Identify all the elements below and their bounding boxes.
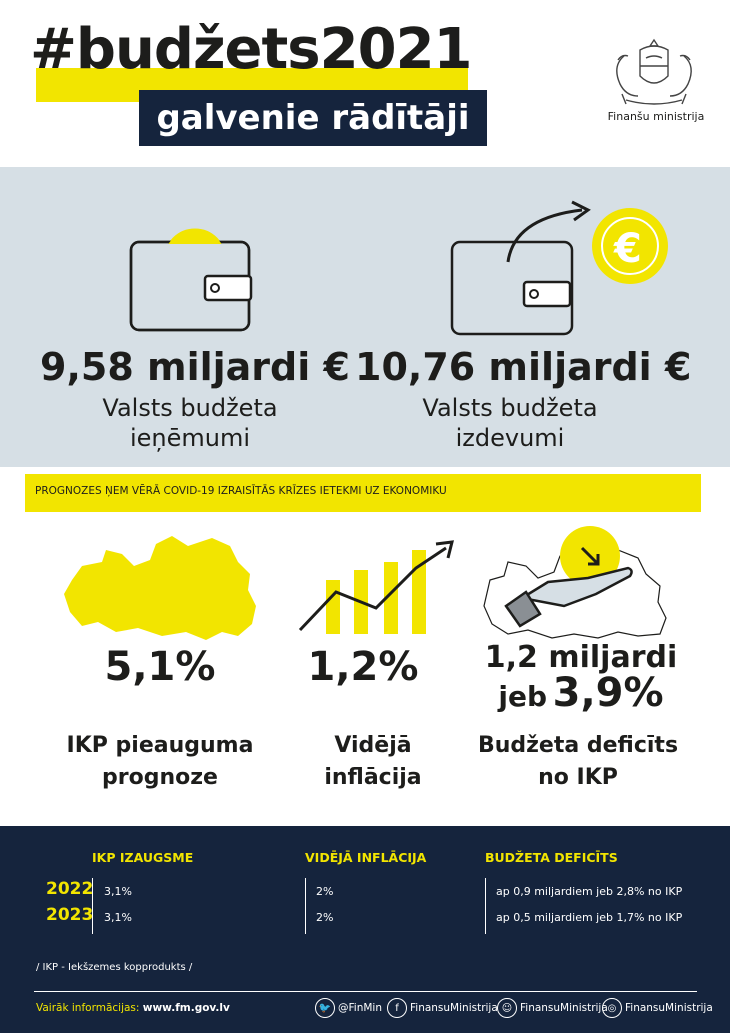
deficit-label-line1: Budžeta deficīts [477, 733, 679, 758]
euro-coin-large-icon: € [613, 226, 642, 272]
social-draugiem[interactable]: ☺ FinansuMinistrija [497, 998, 608, 1018]
divider-deficit [485, 878, 486, 934]
revenue-amount: 9,58 miljardi € [40, 345, 350, 389]
year-2022: 2022 [46, 879, 94, 899]
divider-gdp [92, 878, 93, 934]
deficit-2023: ap 0,5 miljardiem jeb 1,7% no IKP [496, 911, 683, 924]
expenditure-label-line1: Valsts budžeta [422, 394, 598, 422]
deficit-percent-prefix: jeb [498, 680, 548, 713]
more-info-label: Vairāk informācijas: [36, 1002, 140, 1014]
revenue-label-line1: Valsts budžeta [102, 394, 278, 422]
instagram-handle: FinansuMinistrija [625, 1002, 713, 1014]
year-2023: 2023 [46, 905, 94, 925]
inflation-label-line2: inflācija [324, 765, 422, 790]
page-subtitle: galvenie rādītāji [139, 90, 487, 146]
gdp-2022: 3,1% [104, 885, 132, 898]
footer-divider [34, 991, 697, 992]
inflation-2023: 2% [316, 911, 334, 924]
draugiem-handle: FinansuMinistrija [520, 1002, 608, 1014]
gdp-growth-label-line2: prognoze [102, 765, 218, 790]
deficit-amount: 1,2 miljardi [484, 640, 678, 675]
website-link[interactable]: www.fm.gov.lv [142, 1002, 230, 1014]
hand-coin-icon [483, 526, 667, 639]
more-info: Vairāk informācijas: www.fm.gov.lv [36, 1002, 230, 1014]
social-twitter[interactable]: 🐦 @FinMin [315, 998, 382, 1018]
deficit-2022: ap 0,9 miljardiem jeb 2,8% no IKP [496, 885, 683, 898]
social-facebook[interactable]: f FinansuMinistrija [387, 998, 498, 1018]
expenditure-label-line2: izdevumi [455, 424, 565, 452]
twitter-icon: 🐦 [315, 998, 335, 1018]
latvia-map-icon [64, 536, 256, 640]
ministry-name: Finanšu ministrija [607, 110, 705, 123]
covid-banner-text: PROGNOZES ŅEM VĒRĀ COVID-19 IZRAISĪTĀS K… [35, 485, 447, 497]
revenue-label-line2: ieņēmumi [129, 424, 251, 452]
deficit-percent-value: 3,9% [552, 670, 664, 716]
col-header-deficit: BUDŽETA DEFICĪTS [485, 850, 618, 865]
social-instagram[interactable]: ◎ FinansuMinistrija [602, 998, 713, 1018]
divider-inflation [305, 878, 306, 934]
gdp-growth-value: 5,1% [104, 644, 216, 690]
instagram-icon: ◎ [602, 998, 622, 1018]
facebook-icon: f [387, 998, 407, 1018]
draugiem-icon: ☺ [497, 998, 517, 1018]
covid-banner [25, 474, 701, 512]
facebook-handle: FinansuMinistrija [410, 1002, 498, 1014]
inflation-label-line1: Vidējā [334, 733, 412, 758]
wallet-revenue-icon: € [129, 228, 253, 332]
deficit-percent-line: jeb 3,9% [476, 670, 686, 716]
wallet-expenditure-icon: € [450, 200, 668, 336]
inflation-value: 1,2% [307, 644, 419, 690]
ikp-footnote: / IKP - Iekšzemes kopprodukts / [36, 962, 193, 973]
inflation-2022: 2% [316, 885, 334, 898]
gdp-2023: 3,1% [104, 911, 132, 924]
growth-chart-icon [298, 540, 454, 634]
twitter-handle: @FinMin [338, 1002, 382, 1014]
gdp-growth-label-line1: IKP pieauguma [66, 733, 254, 758]
page-title: #budžets2021 [30, 17, 472, 82]
deficit-label-line2: no IKP [538, 765, 618, 790]
expenditure-amount: 10,76 miljardi € [355, 345, 692, 389]
coat-of-arms-icon [616, 38, 692, 105]
col-header-inflation: VIDĒJĀ INFLĀCIJA [305, 850, 427, 865]
wallet-revenue-coin-cut [168, 229, 222, 244]
col-header-gdp: IKP IZAUGSME [92, 850, 194, 865]
